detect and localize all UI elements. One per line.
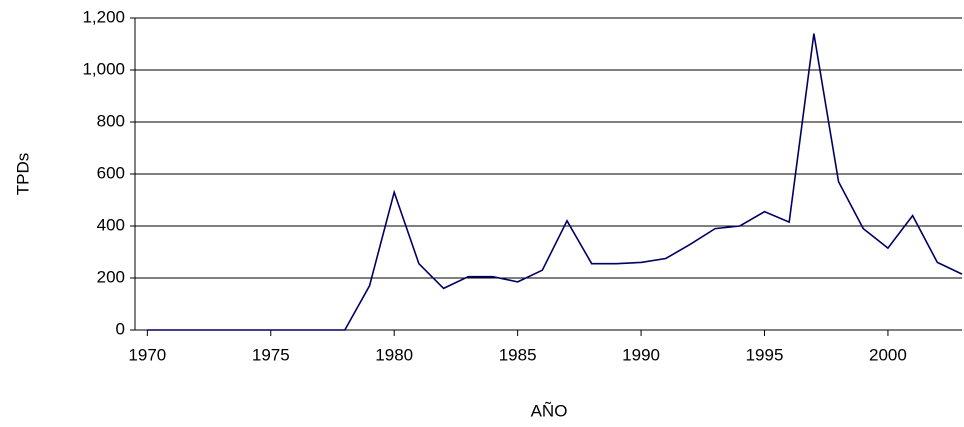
x-tick-label: 1985 bbox=[499, 345, 537, 364]
y-tick-label: 0 bbox=[116, 319, 125, 338]
data-line bbox=[147, 33, 963, 331]
x-tick-label: 1970 bbox=[128, 345, 166, 364]
x-tick-label: 1980 bbox=[375, 345, 413, 364]
y-tick-label: 800 bbox=[97, 111, 125, 130]
x-tick-label: 1995 bbox=[746, 345, 784, 364]
y-tick-label: 1,000 bbox=[82, 59, 125, 78]
x-tick-label: 1975 bbox=[252, 345, 290, 364]
x-tick-label: 2000 bbox=[869, 345, 907, 364]
x-tick-label: 1990 bbox=[622, 345, 660, 364]
y-tick-label: 400 bbox=[97, 215, 125, 234]
y-tick-label: 600 bbox=[97, 163, 125, 182]
y-tick-label: 1,200 bbox=[82, 7, 125, 26]
y-axis-title: TPDs bbox=[13, 153, 32, 196]
x-axis-title: AÑO bbox=[531, 401, 568, 420]
y-tick-label: 200 bbox=[97, 267, 125, 286]
